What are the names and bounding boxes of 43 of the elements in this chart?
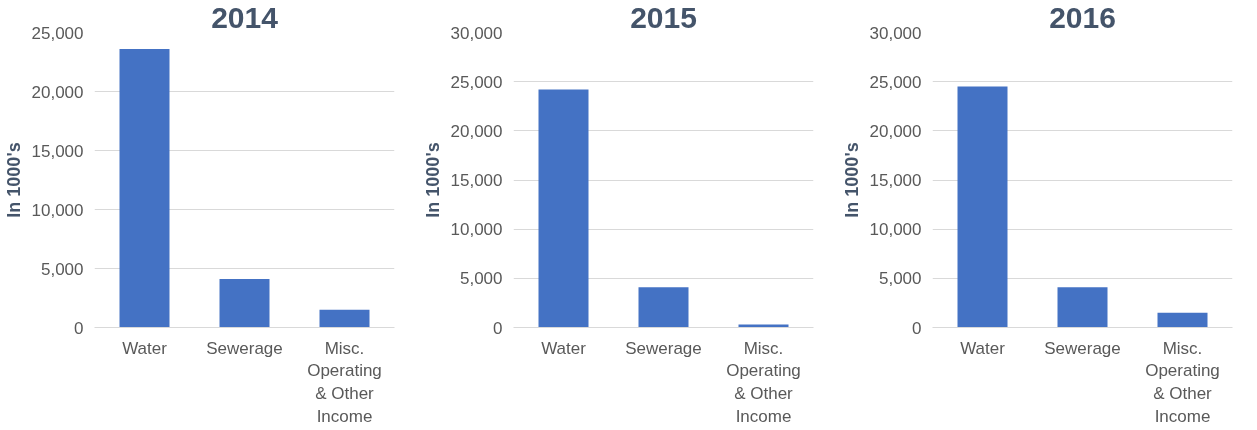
y-tick-label: 0 — [493, 318, 503, 338]
y-tick-label: 15,000 — [31, 141, 84, 161]
x-tick-label: Water — [960, 338, 1006, 358]
y-tick-label: 0 — [74, 318, 84, 338]
y-tick-label: 25,000 — [31, 23, 84, 43]
y-tick-label: 30,000 — [450, 23, 503, 43]
y-tick-label: 15,000 — [869, 171, 922, 190]
x-tick-label: Misc. Operating & Other Income — [1145, 338, 1220, 426]
y-tick-label: 20,000 — [450, 121, 503, 141]
chart-title: 2016 — [1049, 0, 1116, 34]
y-tick-label: 30,000 — [869, 23, 922, 43]
y-tick-label: 10,000 — [869, 220, 922, 240]
y-tick-label: 25,000 — [869, 72, 922, 92]
x-tick-label: Misc. Operating & Other Income — [307, 338, 382, 426]
y-axis-title: In 1000's — [841, 142, 862, 218]
x-tick-label: Water — [122, 338, 168, 358]
bar — [638, 287, 689, 328]
y-tick-label: 10,000 — [450, 220, 503, 240]
bar — [319, 309, 370, 328]
y-tick-label: 15,000 — [450, 171, 503, 190]
bar — [219, 279, 270, 328]
bar — [957, 86, 1008, 328]
bar — [1157, 312, 1208, 328]
x-tick-label: Misc. Operating & Other Income — [726, 338, 801, 426]
y-tick-label: 5,000 — [459, 269, 503, 289]
y-tick-label: 25,000 — [450, 72, 503, 92]
chart-title: 2014 — [211, 0, 279, 34]
y-tick-label: 0 — [912, 318, 922, 338]
chart-title: 2015 — [630, 0, 697, 34]
y-tick-label: 10,000 — [31, 200, 84, 220]
y-axis-title: In 1000's — [3, 142, 24, 218]
x-tick-label: Sewerage — [206, 338, 283, 358]
y-tick-label: 20,000 — [31, 82, 84, 102]
bar — [1057, 287, 1108, 328]
y-axis-title: In 1000's — [422, 142, 443, 218]
y-tick-label: 20,000 — [869, 121, 922, 141]
bar — [538, 89, 589, 328]
y-tick-label: 5,000 — [878, 269, 922, 289]
x-tick-label: Water — [541, 338, 587, 358]
bar — [119, 49, 170, 328]
x-tick-label: Sewerage — [625, 338, 702, 358]
x-tick-label: Sewerage — [1044, 338, 1121, 358]
y-tick-label: 5,000 — [40, 259, 84, 279]
